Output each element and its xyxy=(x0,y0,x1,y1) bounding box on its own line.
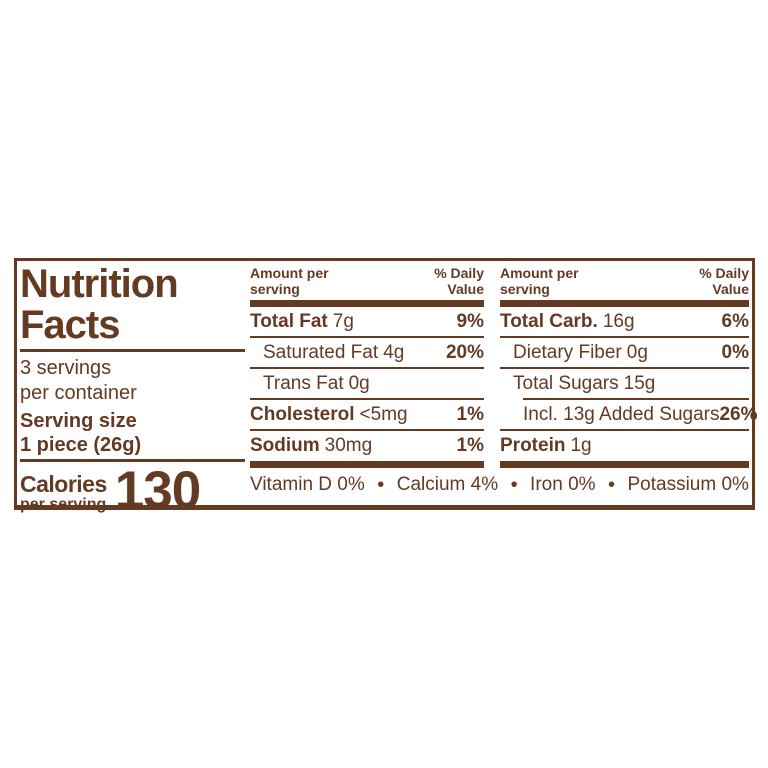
nutrient-amount: 1g xyxy=(570,434,592,456)
nutrient-column-carb-protein: Amount per serving % Daily Value Total C… xyxy=(500,263,758,468)
nutrient-amount: 30mg xyxy=(324,434,373,456)
nutrient-name: Protein xyxy=(500,434,566,456)
nutrient-name: Total Fat xyxy=(250,310,328,332)
nutrient-name: Total Carb. xyxy=(500,310,598,332)
nutrient-name: Cholesterol xyxy=(250,403,355,425)
footer-thick-bar xyxy=(500,461,749,468)
nutrient-name: Sodium xyxy=(250,434,320,456)
header-thick-bar xyxy=(500,300,749,307)
row-divider xyxy=(250,429,484,431)
nutrient-amount: 0g xyxy=(626,341,648,363)
bullet-separator: • xyxy=(510,473,518,496)
daily-value-header: % Daily Value xyxy=(699,265,749,300)
title-line-2: Facts xyxy=(20,303,121,347)
column-header: Amount per serving % Daily Value xyxy=(250,265,484,300)
serving-size-value: 1 piece (26g) xyxy=(20,434,142,456)
row-protein: Protein 1g xyxy=(500,431,749,460)
dv-header-line-2: Value xyxy=(447,281,484,297)
divider-under-title xyxy=(20,349,245,352)
label-left-column: Nutrition Facts 3 servings per container… xyxy=(20,261,245,520)
title-line-1: Nutrition xyxy=(20,262,179,306)
amount-header-line-1: Amount per xyxy=(500,265,579,281)
nutrient-amount: 4g xyxy=(383,341,405,363)
bullet-separator: • xyxy=(608,473,616,496)
nutrition-facts-panel: Nutrition Facts 3 servings per container… xyxy=(14,258,758,517)
nutrient-daily-value: 9% xyxy=(456,310,484,332)
servings-per-container: 3 servings per container xyxy=(20,356,245,406)
nutrient-column-fat-sodium: Amount per serving % Daily Value Total F… xyxy=(250,263,484,468)
bullet-separator: • xyxy=(377,473,385,496)
nutrient-daily-value: 26% xyxy=(719,403,758,425)
row-divider xyxy=(250,398,484,400)
column-header: Amount per serving % Daily Value xyxy=(500,265,749,300)
amount-header-line-2: serving xyxy=(250,281,300,297)
row-trans-fat: Trans Fat 0g xyxy=(250,369,484,398)
calories-sublabel: per serving xyxy=(20,496,107,513)
row-divider xyxy=(500,367,749,369)
row-divider-indented xyxy=(523,398,749,400)
micronutrients-row: Vitamin D 0% • Calcium 4% • Iron 0% • Po… xyxy=(250,470,749,500)
row-total-carb: Total Carb. 16g 6% xyxy=(500,307,749,336)
nutrient-amount: 16g xyxy=(602,310,635,332)
nutrition-facts-title: Nutrition Facts xyxy=(20,264,245,346)
nutrient-daily-value: 6% xyxy=(721,310,749,332)
row-divider xyxy=(250,336,484,338)
calcium-value: Calcium 4% xyxy=(396,474,499,495)
calories-labels: Calories per serving xyxy=(20,467,107,514)
nutrient-name: Total Sugars xyxy=(513,372,619,394)
calories-label: Calories xyxy=(20,471,107,497)
row-added-sugars: Incl. 13g Added Sugars 26% xyxy=(500,400,758,429)
row-total-sugars: Total Sugars 15g xyxy=(500,369,749,398)
vitamin-d-value: Vitamin D 0% xyxy=(250,474,365,495)
nutrient-name: Dietary Fiber xyxy=(513,341,622,363)
nutrient-name: Saturated Fat xyxy=(263,341,379,363)
daily-value-header: % Daily Value xyxy=(434,265,484,300)
iron-value: Iron 0% xyxy=(530,474,596,495)
divider-under-serving-size xyxy=(20,459,245,462)
nutrient-amount: 15g xyxy=(623,372,656,394)
calories-value: 130 xyxy=(114,461,201,520)
row-divider xyxy=(250,367,484,369)
potassium-value: Potassium 0% xyxy=(627,474,749,495)
row-total-fat: Total Fat 7g 9% xyxy=(250,307,484,336)
serving-size-label: Serving size xyxy=(20,410,137,432)
dv-header-line-1: % Daily xyxy=(699,265,749,281)
dv-header-line-1: % Daily xyxy=(434,265,484,281)
amount-per-serving-header: Amount per serving xyxy=(250,265,329,300)
servings-line-2: per container xyxy=(20,382,137,404)
nutrient-name: Trans Fat xyxy=(263,372,344,394)
amount-header-line-1: Amount per xyxy=(250,265,329,281)
nutrient-daily-value: 1% xyxy=(456,403,484,425)
amount-per-serving-header: Amount per serving xyxy=(500,265,579,300)
header-thick-bar xyxy=(250,300,484,307)
row-cholesterol: Cholesterol <5mg 1% xyxy=(250,400,484,429)
nutrient-amount: 0g xyxy=(348,372,370,394)
row-sodium: Sodium 30mg 1% xyxy=(250,431,484,460)
servings-line-1: 3 servings xyxy=(20,357,112,379)
calories-row: Calories per serving 130 xyxy=(20,461,245,520)
row-saturated-fat: Saturated Fat 4g 20% xyxy=(250,338,484,367)
row-divider xyxy=(500,336,749,338)
serving-size: Serving size 1 piece (26g) xyxy=(20,409,245,457)
nutrient-daily-value: 0% xyxy=(721,341,749,363)
footer-thick-bar xyxy=(250,461,484,468)
row-dietary-fiber: Dietary Fiber 0g 0% xyxy=(500,338,749,367)
nutrient-amount: <5mg xyxy=(359,403,408,425)
nutrient-daily-value: 1% xyxy=(456,434,484,456)
nutrient-daily-value: 20% xyxy=(445,341,484,363)
nutrient-name: Incl. 13g Added Sugars xyxy=(523,403,720,425)
dv-header-line-2: Value xyxy=(712,281,749,297)
amount-header-line-2: serving xyxy=(500,281,550,297)
row-divider xyxy=(500,429,749,431)
nutrient-amount: 7g xyxy=(332,310,354,332)
